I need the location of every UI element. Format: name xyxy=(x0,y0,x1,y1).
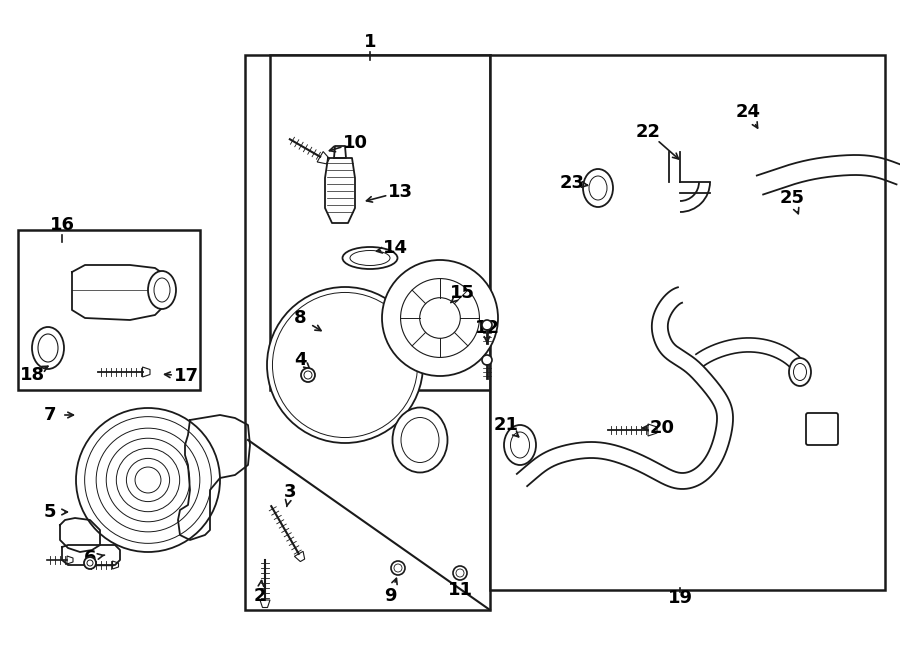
Circle shape xyxy=(301,368,315,382)
Circle shape xyxy=(391,561,405,575)
Circle shape xyxy=(482,355,492,365)
Text: 14: 14 xyxy=(382,239,408,257)
Bar xyxy=(270,55,490,390)
Ellipse shape xyxy=(789,358,811,386)
Ellipse shape xyxy=(583,169,613,207)
Circle shape xyxy=(482,320,492,330)
Text: 10: 10 xyxy=(343,134,367,152)
Ellipse shape xyxy=(504,425,536,465)
Text: 7: 7 xyxy=(44,406,56,424)
Circle shape xyxy=(267,287,423,443)
Circle shape xyxy=(84,557,96,569)
Text: 25: 25 xyxy=(779,189,805,207)
Text: 18: 18 xyxy=(20,366,45,384)
Text: 1: 1 xyxy=(364,33,376,51)
Polygon shape xyxy=(260,600,270,608)
Ellipse shape xyxy=(392,408,447,473)
Text: 8: 8 xyxy=(293,309,306,327)
Text: 5: 5 xyxy=(44,503,56,521)
Ellipse shape xyxy=(148,271,176,309)
Text: 4: 4 xyxy=(293,351,306,369)
Bar xyxy=(18,230,200,390)
Text: 24: 24 xyxy=(735,103,760,121)
Polygon shape xyxy=(67,556,73,564)
Text: 20: 20 xyxy=(650,419,674,437)
Text: 21: 21 xyxy=(493,416,518,434)
Polygon shape xyxy=(142,367,150,377)
Text: 6: 6 xyxy=(84,549,96,567)
FancyBboxPatch shape xyxy=(806,413,838,445)
Ellipse shape xyxy=(343,247,398,269)
Text: 15: 15 xyxy=(449,284,474,302)
Text: 9: 9 xyxy=(383,587,396,605)
Text: 22: 22 xyxy=(635,123,661,141)
Text: 3: 3 xyxy=(284,483,296,501)
Text: 11: 11 xyxy=(447,581,473,599)
Circle shape xyxy=(453,566,467,580)
Text: 17: 17 xyxy=(174,367,199,385)
Text: 12: 12 xyxy=(474,319,500,337)
Bar xyxy=(490,55,885,590)
Text: 13: 13 xyxy=(388,183,412,201)
Circle shape xyxy=(382,260,498,376)
Bar xyxy=(245,55,490,610)
Polygon shape xyxy=(294,551,305,561)
Text: 2: 2 xyxy=(254,587,266,605)
Polygon shape xyxy=(648,424,657,436)
Text: 19: 19 xyxy=(668,589,692,607)
Text: 16: 16 xyxy=(50,216,75,234)
Polygon shape xyxy=(317,152,329,164)
Circle shape xyxy=(76,408,220,552)
Text: 23: 23 xyxy=(560,174,584,192)
Polygon shape xyxy=(112,561,119,569)
Ellipse shape xyxy=(32,327,64,369)
